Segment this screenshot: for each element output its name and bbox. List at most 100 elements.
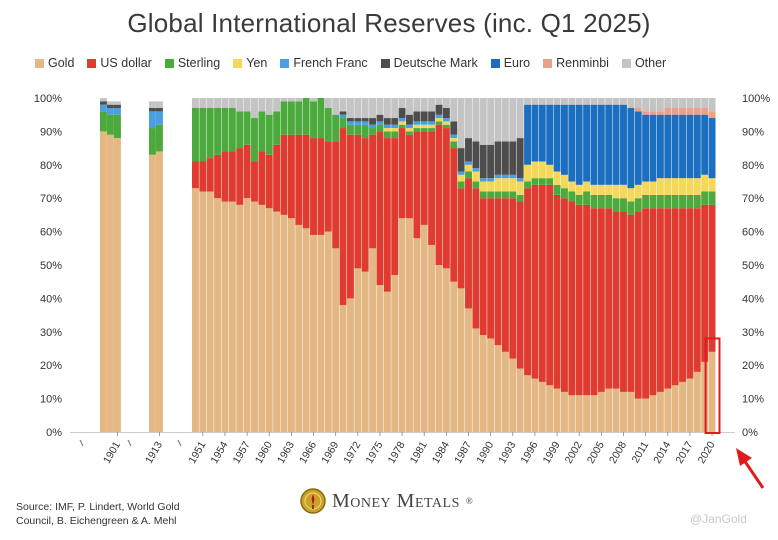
bar-segment-2015-us-dollar xyxy=(671,208,679,386)
bar-segment-1983-us-dollar xyxy=(435,124,443,265)
bar-segment-1899-gold xyxy=(100,131,107,432)
x-tick-label: 1957 xyxy=(231,439,253,465)
bar-segment-1952-other xyxy=(206,98,214,109)
bar-segment-1977-gold xyxy=(391,275,399,432)
bar-segment-2000-us-dollar xyxy=(561,198,568,392)
bar-segment-1986-deutsche-mark xyxy=(457,148,465,172)
bar-segment-2011-euro xyxy=(642,114,650,182)
bar-segment-1950-us-dollar xyxy=(192,161,199,189)
bar-segment-1913-other xyxy=(156,101,163,109)
bar-segment-1976-other xyxy=(383,98,391,119)
bar-segment-1981-other xyxy=(420,98,428,112)
bar-segment-2012-us-dollar xyxy=(649,208,657,396)
x-tick-label: 2017 xyxy=(673,439,695,465)
bar-segment-1988-yen xyxy=(472,171,480,182)
bar-segment-1980-us-dollar xyxy=(413,131,421,239)
y-tick-right: 90% xyxy=(742,126,764,138)
bar-segment-1971-sterling xyxy=(346,124,354,135)
bar-segment-1953-us-dollar xyxy=(214,154,222,199)
bar-segment-1999-sterling xyxy=(553,184,561,195)
bar-segment-1986-yen xyxy=(457,174,465,182)
bar-segment-1998-gold xyxy=(546,385,554,432)
bar-segment-1985-deutsche-mark xyxy=(450,121,458,135)
bar-segment-1958-us-dollar xyxy=(251,161,258,202)
bar-segment-2017-yen xyxy=(686,178,694,195)
bar-segment-1951-us-dollar xyxy=(199,161,207,192)
bar-segment-2015-gold xyxy=(671,385,679,432)
bar-segment-2015-yen xyxy=(671,178,679,195)
bar-segment-1993-sterling xyxy=(509,191,517,199)
watermark: @JanGold xyxy=(690,512,747,526)
bar-segment-1950-gold xyxy=(192,188,199,432)
source-line-2: Council, B. Eichengreen & A. Mehl xyxy=(16,515,177,527)
bar-segment-1956-gold xyxy=(236,204,244,432)
bar-segment-2000-gold xyxy=(561,391,568,432)
bar-segment-1970-french-franc xyxy=(339,114,347,119)
bar-segment-2016-sterling xyxy=(679,194,686,209)
bar-segment-2003-us-dollar xyxy=(583,204,591,396)
y-tick-right: 50% xyxy=(742,260,764,272)
bar-segment-1988-other xyxy=(472,98,480,142)
bar-segment-2015-other xyxy=(671,98,679,109)
legend-item-4: French Franc xyxy=(280,56,368,70)
bar-segment-2010-sterling xyxy=(634,198,642,212)
bar-segment-1959-other xyxy=(258,98,266,112)
bar-segment-1963-other xyxy=(287,98,295,102)
bar-segment-1987-yen xyxy=(465,164,472,172)
x-tick-label: 1901 xyxy=(101,439,123,465)
bar-segment-1978-yen xyxy=(398,121,406,125)
x-tick-label: 2014 xyxy=(651,439,673,465)
bar-segment-1996-us-dollar xyxy=(531,184,539,379)
bar-segment-1968-us-dollar xyxy=(324,141,332,232)
y-tick-right: 30% xyxy=(742,327,764,339)
bar-segment-2019-us-dollar xyxy=(701,204,709,362)
bar-segment-2020-us-dollar xyxy=(708,204,716,352)
chart-legend: Gold US dollar Sterling Yen French Franc Deut… xyxy=(35,56,755,70)
bar-segment-2020-yen xyxy=(708,178,716,192)
bar-segment-1969-us-dollar xyxy=(332,141,340,249)
bar-segment-1994-sterling xyxy=(516,194,524,202)
bar-segment-1954-us-dollar xyxy=(221,151,229,202)
bar-segment-2005-euro xyxy=(597,104,605,185)
bar-segment-2013-euro xyxy=(656,114,664,179)
bar-segment-1953-other xyxy=(214,98,222,109)
bar-segment-2017-gold xyxy=(686,378,694,432)
bar-segment-1965-us-dollar xyxy=(302,134,310,229)
bar-segment-1973-sterling xyxy=(361,124,369,139)
y-tick-left: 0% xyxy=(46,427,62,439)
bar-segment-1977-yen xyxy=(391,128,399,132)
bar-segment-1975-sterling xyxy=(376,124,384,132)
bar-segment-2002-yen xyxy=(575,184,583,195)
bar-segment-1999-gold xyxy=(553,388,561,432)
bar-segment-1969-other xyxy=(332,98,340,115)
y-tick-right: 70% xyxy=(742,193,764,205)
legend-item-7: Renminbi xyxy=(543,56,609,70)
x-tick-label: 1996 xyxy=(518,439,540,465)
bar-segment-2005-yen xyxy=(597,184,605,195)
bar-segment-2016-yen xyxy=(679,178,686,195)
bar-segment-1901-sterling xyxy=(114,114,121,139)
y-tick-right: 40% xyxy=(742,293,764,305)
bar-segment-1988-us-dollar xyxy=(472,188,480,329)
bar-segment-2018-gold xyxy=(693,371,701,432)
bar-segment-2017-renminbi xyxy=(686,108,694,115)
bar-segment-1974-french-franc xyxy=(369,124,377,129)
highlight-box xyxy=(704,337,721,435)
bar-segment-1981-sterling xyxy=(420,128,428,132)
bar-segment-1972-sterling xyxy=(354,124,362,135)
bar-segment-2000-sterling xyxy=(561,188,568,199)
bar-segment-1900-gold xyxy=(107,134,114,433)
bar-segment-2007-euro xyxy=(612,104,620,185)
bar-segment-1978-gold xyxy=(398,218,406,432)
bar-segment-1999-us-dollar xyxy=(553,194,561,389)
y-tick-left: 10% xyxy=(40,394,62,406)
bar-segment-2013-gold xyxy=(656,391,664,432)
bar-segment-2008-us-dollar xyxy=(620,211,627,392)
bar-segment-1993-gold xyxy=(509,358,517,432)
bar-segment-2019-sterling xyxy=(701,191,709,205)
bar-segment-1994-deutsche-mark xyxy=(516,138,524,179)
bar-segment-1982-yen xyxy=(428,124,436,129)
bar-segment-1990-other xyxy=(487,98,495,145)
bar-segment-1990-yen xyxy=(487,181,495,192)
bar-segment-1955-other xyxy=(228,98,236,109)
